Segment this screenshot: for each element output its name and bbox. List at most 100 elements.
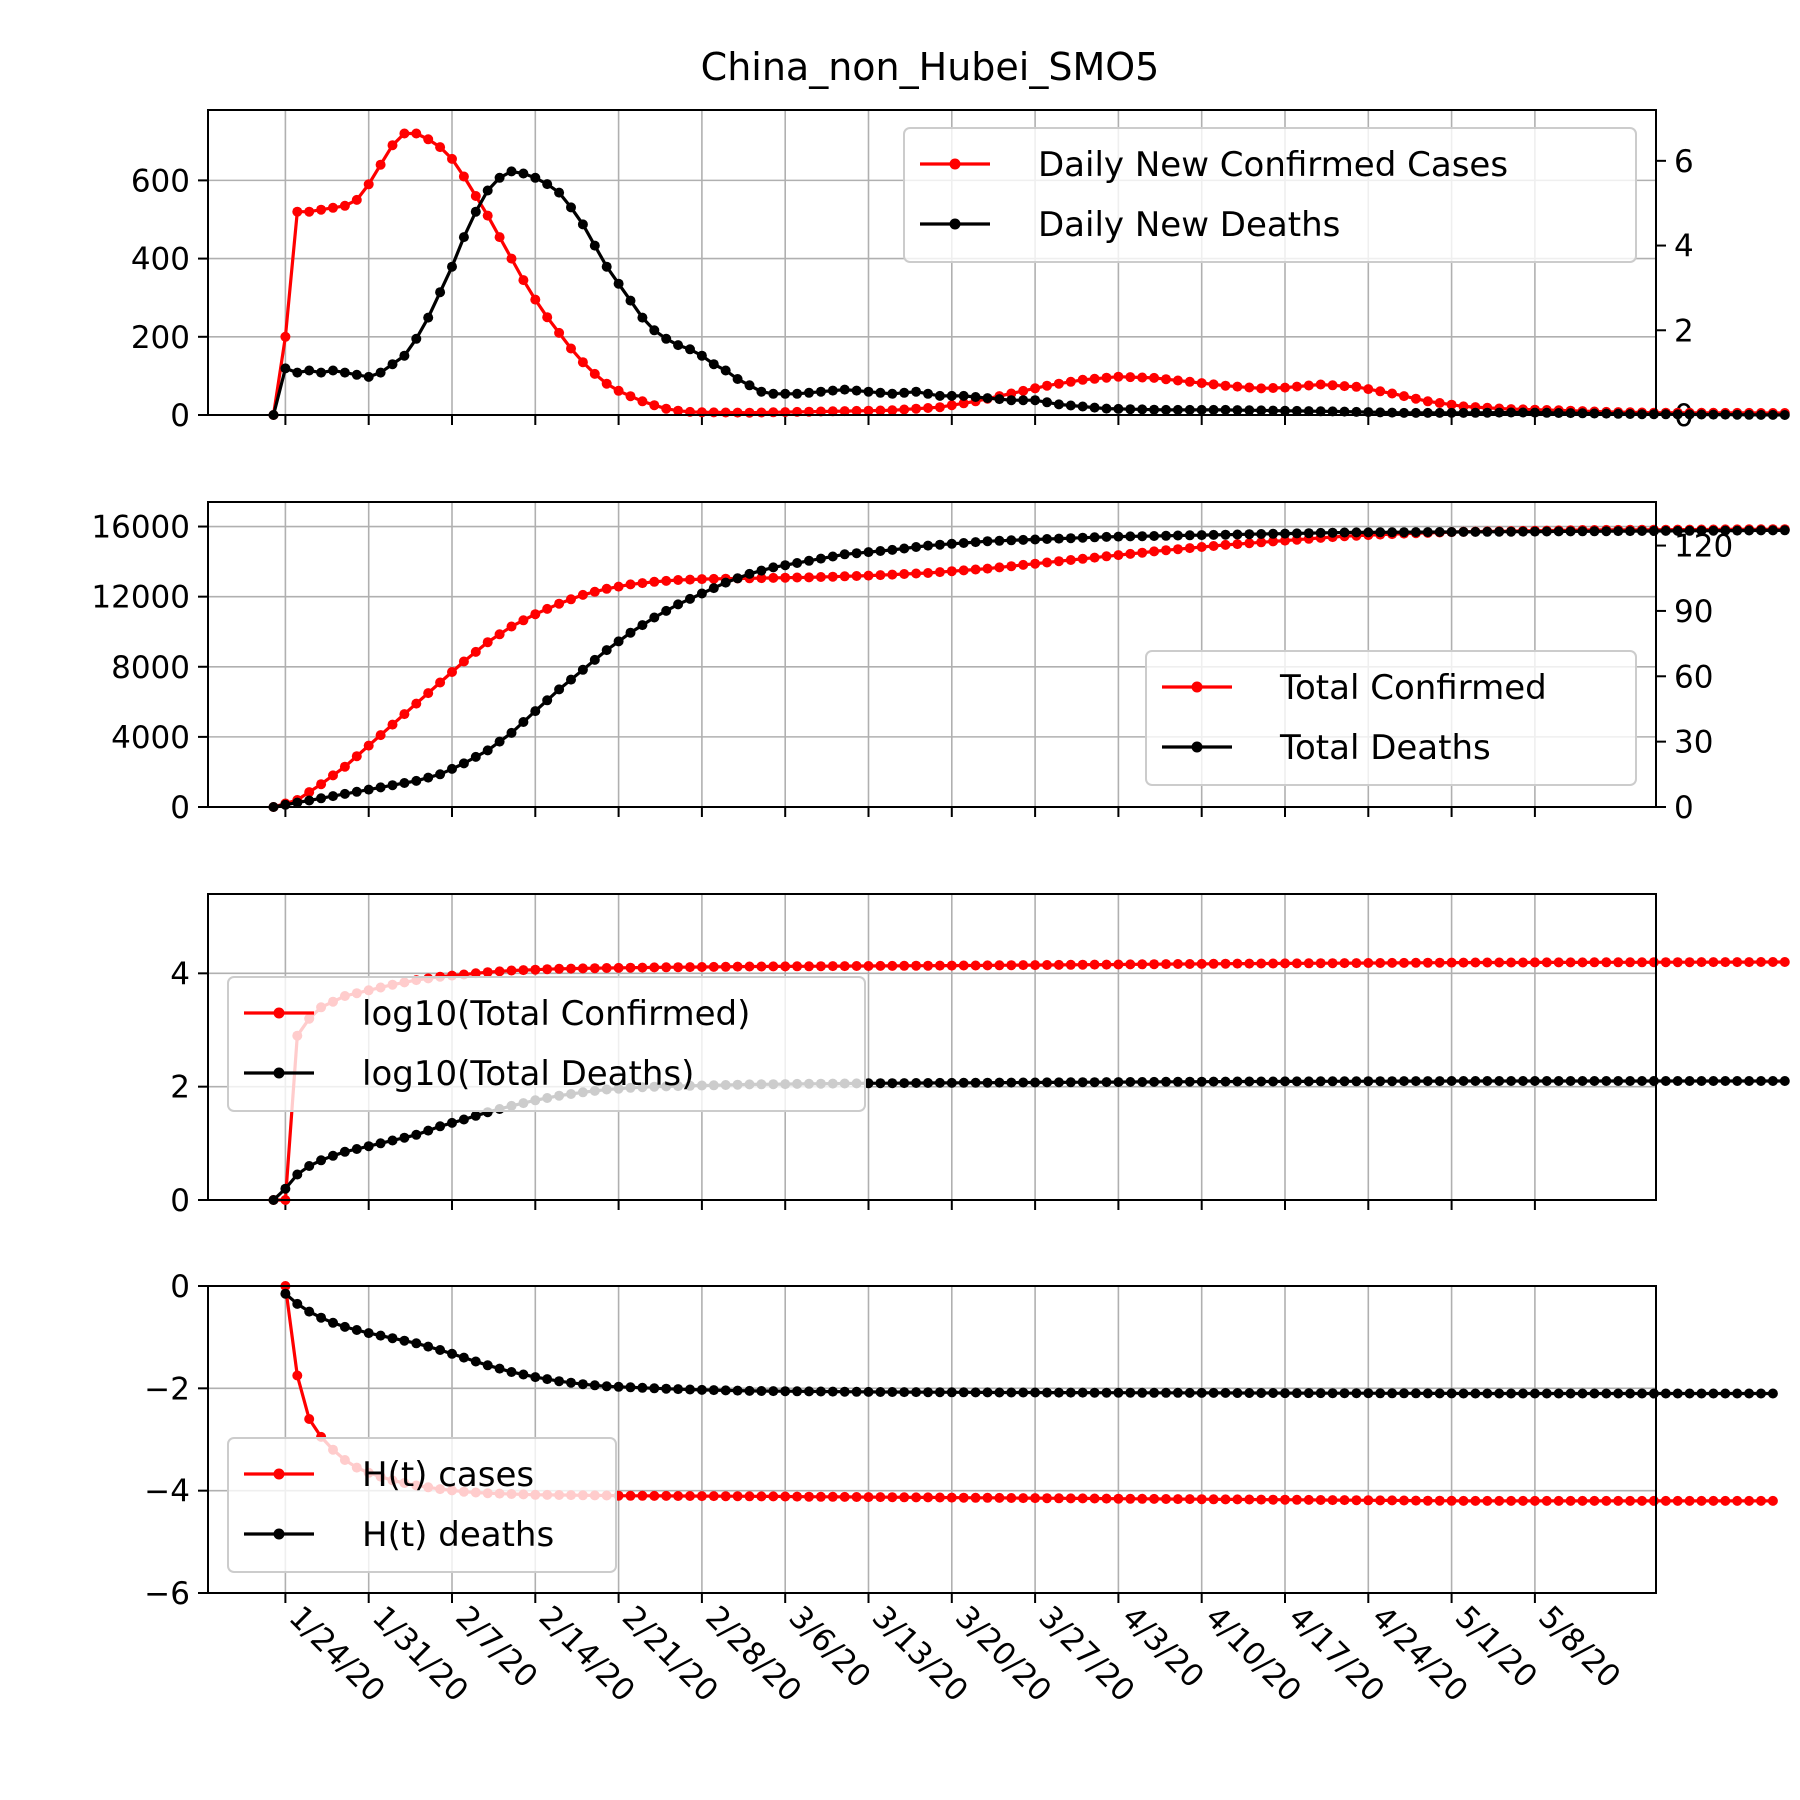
data-point [613,581,624,592]
data-point [1149,959,1160,970]
data-point [1446,1388,1457,1399]
data-point [542,964,553,975]
data-point [1744,957,1755,968]
data-point [1315,1076,1326,1087]
data-point [351,786,362,797]
data-point [1363,1076,1374,1087]
y-tick-label: 16000 [91,510,190,546]
data-point [1506,1076,1517,1086]
y-tick-label: −2 [144,1371,190,1407]
legend-marker [273,1007,285,1019]
data-point [982,563,993,574]
data-point [1506,1495,1517,1506]
legend-marker [949,158,961,170]
data-point [792,1386,803,1397]
y-tick-label: 8000 [111,650,190,686]
data-point [1113,1493,1124,1504]
data-point [1042,1493,1052,1504]
data-point [1553,957,1564,968]
data-point [1137,531,1148,542]
data-point [720,577,731,588]
data-point [708,573,719,584]
data-point [1756,1495,1766,1506]
data-point [1065,400,1076,411]
data-point [1303,1388,1314,1399]
data-point [1660,1076,1671,1086]
data-point [625,1490,636,1501]
data-point [661,403,672,414]
data-point [1601,1495,1612,1506]
data-point [1006,561,1017,572]
data-point [554,1376,565,1387]
data-point [696,574,707,585]
data-point [685,344,695,355]
data-point [1613,408,1624,419]
data-point [292,1370,303,1381]
data-point [1125,372,1136,383]
data-point [1387,1495,1398,1506]
data-point [1363,958,1374,968]
data-point [1684,1076,1695,1086]
data-point [1089,959,1100,970]
data-point [1053,378,1064,389]
data-point [363,784,374,795]
data-point [637,578,648,589]
data-point [649,400,660,411]
data-point [804,572,814,583]
data-point [649,325,660,336]
data-point [732,407,743,418]
data-point [815,961,826,972]
data-point [875,570,886,581]
data-point [1113,531,1124,542]
data-point [1529,1495,1540,1506]
data-point [1422,1076,1433,1087]
data-point [328,1317,338,1328]
data-point [589,654,600,665]
data-point [435,1121,446,1132]
data-point [1744,525,1755,536]
data-point [946,1387,957,1398]
data-point [863,570,874,581]
data-point [923,388,933,399]
data-point [1648,1076,1659,1086]
data-point [566,674,576,685]
data-point [946,1077,957,1088]
data-point [1375,1388,1386,1399]
data-point [958,538,969,548]
data-point [1220,529,1231,540]
data-point [958,398,969,409]
data-point [1744,409,1755,420]
data-point [506,965,517,976]
data-point [804,1491,814,1502]
y2-tick-label: 60 [1674,659,1713,695]
data-point [1482,526,1493,537]
data-point [1161,1494,1171,1504]
data-point [1422,396,1433,407]
data-point [1065,555,1076,565]
data-point [1601,1076,1612,1086]
data-point [554,963,565,974]
data-point [1161,1076,1171,1087]
data-point [375,730,386,741]
data-point [1303,958,1314,969]
data-point [1208,1387,1219,1398]
data-point [304,1161,315,1171]
data-point [387,1135,398,1146]
data-point [756,573,767,584]
data-point [339,1146,350,1157]
data-point [1767,1076,1778,1086]
axes-frame [207,109,1657,416]
data-point [923,568,933,578]
data-point [1660,1388,1671,1399]
data-point [1137,372,1148,383]
data-point [1589,1495,1600,1506]
data-point [1708,1076,1719,1086]
data-point [518,275,529,286]
data-point [1256,529,1267,539]
data-point [328,791,338,802]
data-point [1553,526,1564,537]
data-point [1089,402,1100,413]
data-point [566,594,576,605]
data-point [768,562,779,573]
data-point [1446,527,1457,537]
